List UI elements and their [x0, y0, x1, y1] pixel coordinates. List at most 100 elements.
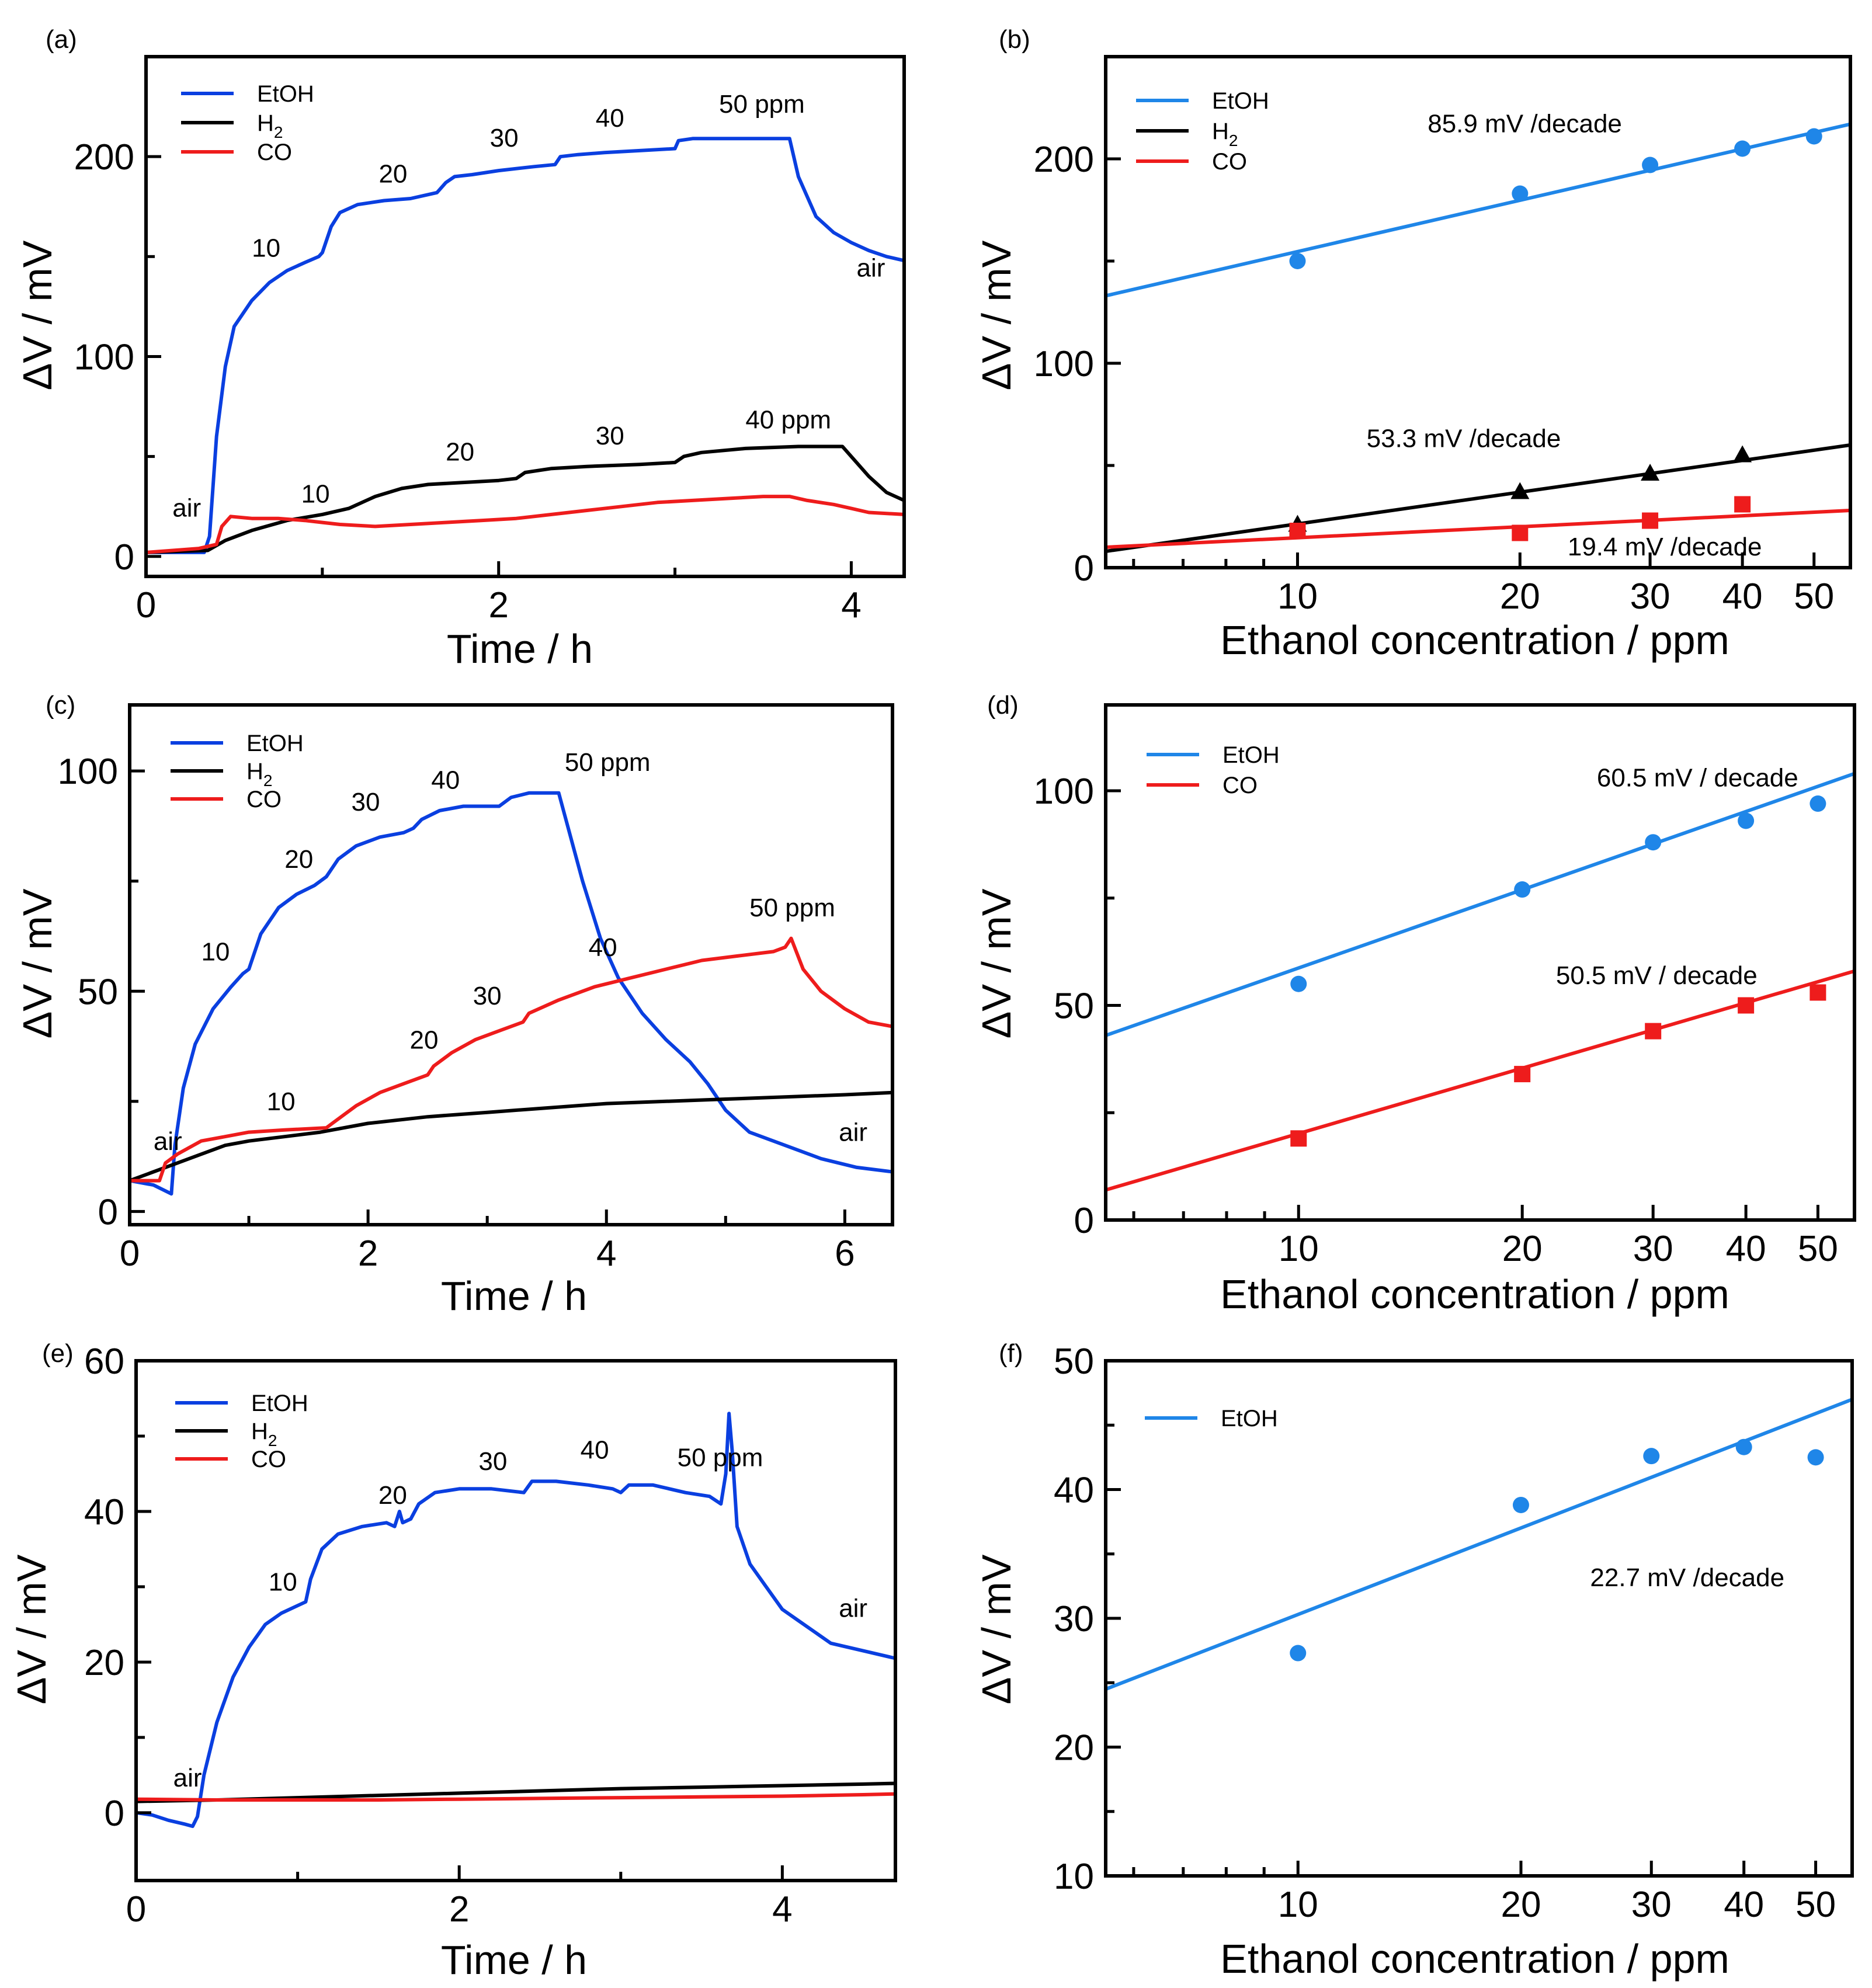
annotation: 50.5 mV / decade — [1556, 961, 1758, 990]
annotation: 20 — [378, 160, 407, 189]
x-tick-label: 50 — [1795, 1885, 1836, 1925]
x-tick-label: 10 — [1278, 1885, 1318, 1925]
annotation: 40 — [596, 104, 624, 133]
data-point-co — [1642, 512, 1659, 529]
legend-label-co: CO — [1212, 149, 1247, 175]
panel-label-b: (b) — [999, 25, 1030, 54]
y-tick-label: 20 — [1054, 1728, 1094, 1768]
x-tick-label: 10 — [1279, 1229, 1319, 1269]
fit-line-co — [1106, 509, 1850, 549]
annotation: 10 — [269, 1568, 297, 1596]
legend-label-co: CO — [246, 787, 282, 812]
x-tick-label: 2 — [449, 1889, 469, 1930]
plot-area — [130, 791, 892, 1196]
legend-label-co: CO — [257, 140, 292, 165]
panel-label-e: (e) — [42, 1339, 74, 1368]
y-tick-label: 40 — [1054, 1471, 1094, 1511]
annotation: 20 — [410, 1026, 439, 1054]
plot-frame — [1104, 703, 1856, 1222]
annotation: air — [173, 1764, 202, 1792]
annotation: 22.7 mV /decade — [1590, 1563, 1784, 1592]
data-point-etoh — [1512, 185, 1529, 202]
legend-label-etoh: EtOH — [251, 1391, 308, 1416]
ylabel-a: ΔV / mV — [15, 240, 60, 390]
data-point-etoh — [1734, 140, 1751, 157]
data-point-h2 — [1641, 464, 1660, 481]
plot-area — [136, 1412, 895, 1829]
y-tick-label: 0 — [114, 537, 134, 578]
xlabel-f: Ethanol concentration / ppm — [1220, 1936, 1729, 1982]
y-tick-label: 0 — [105, 1794, 124, 1834]
y-tick-label: 0 — [1074, 1201, 1094, 1241]
data-point-etoh — [1290, 1645, 1307, 1662]
data-point-etoh — [1738, 812, 1755, 829]
annotation: 20 — [284, 845, 313, 874]
annotation: 10 — [301, 479, 330, 508]
panel-label-d: (d) — [987, 691, 1019, 720]
data-point-etoh — [1645, 834, 1662, 851]
series-line-etoh — [130, 791, 892, 1196]
annotation: 30 — [478, 1447, 507, 1476]
annotation: 53.3 mV /decade — [1367, 425, 1561, 453]
annotation: 50 ppm — [565, 748, 651, 777]
x-tick-label: 0 — [136, 585, 156, 625]
plot-frame — [134, 1359, 897, 1882]
annotation: 19.4 mV /decade — [1568, 533, 1762, 561]
annotation: air — [154, 1127, 182, 1156]
ylabel-c: ΔV / mV — [15, 888, 60, 1038]
data-point-co — [1810, 984, 1826, 1001]
data-point-co — [1734, 496, 1751, 513]
annotation: air — [839, 1118, 867, 1147]
x-tick-label: 0 — [120, 1233, 140, 1274]
annotation: 20 — [378, 1481, 407, 1510]
x-tick-label: 40 — [1726, 1229, 1766, 1269]
annotation: air — [172, 493, 201, 522]
data-point-h2 — [1510, 482, 1530, 499]
data-point-etoh — [1807, 1449, 1824, 1466]
plot-frame — [144, 55, 906, 578]
data-point-h2 — [1733, 445, 1752, 463]
xlabel-d: Ethanol concentration / ppm — [1220, 1271, 1729, 1317]
y-tick-label: 100 — [58, 752, 118, 792]
data-point-co — [1645, 1023, 1662, 1040]
data-point-etoh — [1290, 975, 1307, 992]
x-tick-label: 50 — [1798, 1229, 1838, 1269]
annotation: 30 — [473, 982, 502, 1010]
x-tick-label: 4 — [596, 1233, 616, 1274]
legend-d: EtOH CO — [1147, 742, 1280, 798]
annotation: 40 — [431, 766, 460, 794]
legend-label-etoh: EtOH — [1212, 88, 1269, 114]
xlabel-e: Time / h — [441, 1937, 587, 1983]
x-tick-label: 2 — [488, 585, 508, 625]
y-tick-label: 200 — [74, 137, 134, 178]
ylabel-d: ΔV / mV — [974, 888, 1019, 1038]
annotation: 40 ppm — [745, 406, 831, 435]
x-tick-label: 30 — [1631, 1885, 1672, 1925]
x-tick-label: 6 — [835, 1233, 855, 1274]
annotation: 60.5 mV / decade — [1597, 764, 1798, 793]
xlabel-b: Ethanol concentration / ppm — [1220, 617, 1729, 663]
x-tick-label: 4 — [841, 585, 861, 625]
legend-label-co: CO — [251, 1447, 286, 1472]
x-tick-label: 30 — [1630, 576, 1670, 617]
data-point-etoh — [1735, 1438, 1752, 1455]
series-line-co — [146, 495, 904, 554]
plot-frame — [1104, 55, 1852, 569]
annotation: 10 — [252, 234, 280, 262]
annotation: 30 — [596, 422, 624, 450]
xlabel-a: Time / h — [447, 626, 593, 672]
series-line-co — [130, 936, 892, 1183]
fit-line-etoh — [1106, 771, 1854, 1037]
data-point-co — [1290, 1130, 1307, 1147]
y-tick-label: 0 — [98, 1192, 118, 1232]
data-point-etoh — [1512, 1496, 1529, 1513]
xlabel-c: Time / h — [441, 1273, 587, 1319]
data-point-etoh — [1805, 128, 1822, 145]
data-point-co — [1514, 1066, 1531, 1083]
series-line-etoh — [146, 137, 904, 554]
fit-line-etoh — [1106, 122, 1850, 298]
y-tick-label: 50 — [1054, 986, 1094, 1027]
y-tick-label: 0 — [1074, 548, 1094, 589]
fit-line-etoh — [1106, 1398, 1852, 1691]
